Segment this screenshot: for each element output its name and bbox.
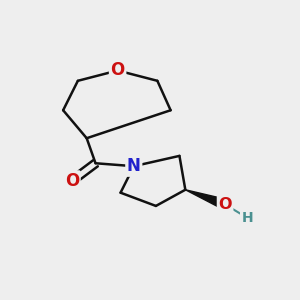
Text: H: H xyxy=(242,211,253,225)
Text: O: O xyxy=(110,61,125,80)
Polygon shape xyxy=(185,190,227,209)
Text: O: O xyxy=(65,172,79,190)
Text: N: N xyxy=(127,157,141,175)
Text: O: O xyxy=(218,197,232,212)
